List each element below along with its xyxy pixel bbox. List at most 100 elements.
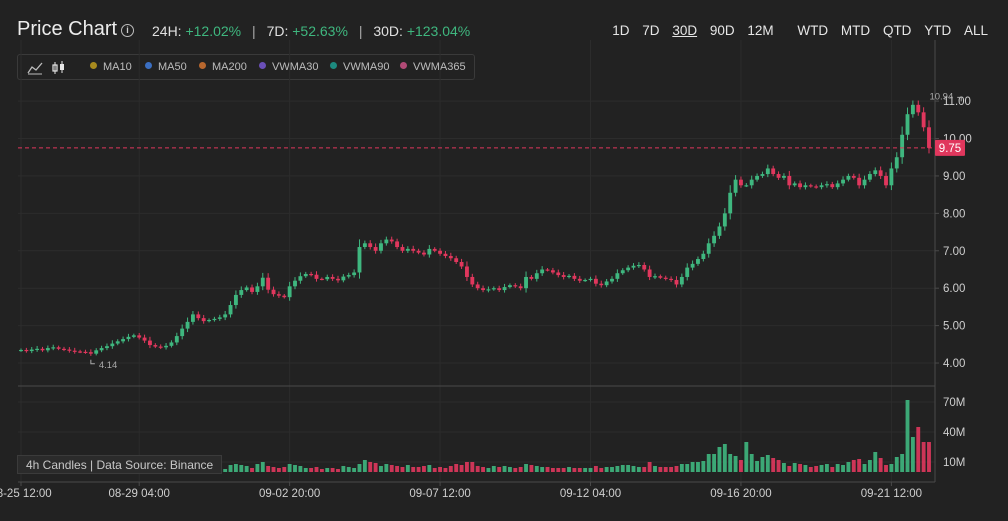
legend-ma10[interactable]: MA10 xyxy=(90,61,132,73)
range-12m-button[interactable]: 12M xyxy=(747,23,774,38)
line-chart-icon[interactable] xyxy=(27,61,43,75)
volume-bar xyxy=(916,427,921,472)
legend-ma200[interactable]: MA200 xyxy=(199,61,247,73)
candle-body xyxy=(83,351,88,354)
range-qtd-button[interactable]: QTD xyxy=(882,23,912,38)
candle-body xyxy=(878,170,883,176)
volume-bar xyxy=(384,464,389,472)
volume-bar xyxy=(319,469,324,472)
candle-body xyxy=(51,347,56,349)
high-marker-label: 10.94 xyxy=(929,91,953,102)
candle-body xyxy=(62,348,66,351)
volume-bar xyxy=(422,466,426,472)
candle-body xyxy=(808,185,813,187)
candle-body xyxy=(35,348,40,351)
candle-body xyxy=(115,341,120,344)
volume-bar xyxy=(701,461,706,472)
volume-bar xyxy=(798,464,802,472)
volume-bar xyxy=(459,465,464,472)
candle-body xyxy=(749,179,754,186)
candle-body xyxy=(24,349,29,352)
info-icon[interactable]: i xyxy=(121,24,134,37)
candle-body xyxy=(341,276,346,281)
legend-ma50-label: MA50 xyxy=(158,61,187,73)
candle-body xyxy=(443,253,448,257)
volume-bar xyxy=(910,437,915,472)
volume-bar xyxy=(696,462,700,472)
legend-ma50[interactable]: MA50 xyxy=(145,61,187,73)
legend-vwma365[interactable]: VWMA365 xyxy=(400,61,466,73)
data-source-note: 4h Candles | Data Source: Binance xyxy=(17,455,223,474)
low-marker-label: 4.14 xyxy=(99,360,118,371)
candle-body xyxy=(653,276,657,278)
volume-bar xyxy=(244,466,249,472)
volume-bar xyxy=(373,463,378,472)
volume-bar xyxy=(905,400,910,472)
legend-vwma90[interactable]: VWMA90 xyxy=(330,61,389,73)
candle-body xyxy=(475,284,480,289)
candle-body xyxy=(56,347,61,349)
candle-body xyxy=(776,174,781,178)
volume-bar xyxy=(846,462,851,472)
candle-body xyxy=(583,279,588,282)
time-tick-label: 09-07 12:00 xyxy=(409,488,470,500)
volume-bar xyxy=(470,462,475,472)
volume-bar xyxy=(733,456,738,472)
candle-body xyxy=(835,183,840,188)
candle-body xyxy=(282,295,287,298)
candle-body xyxy=(524,276,528,289)
candlestick-icon[interactable] xyxy=(51,61,67,75)
candle-body xyxy=(432,248,437,251)
range-selector: 1D 7D 30D 90D 12M WTD MTD QTD YTD ALL xyxy=(603,23,988,38)
candle-body xyxy=(905,114,910,135)
volume-bar xyxy=(379,466,383,472)
candle-body xyxy=(180,328,185,337)
candle-body xyxy=(798,183,802,188)
candle-body xyxy=(545,269,550,271)
candles xyxy=(19,100,931,356)
volume-bar xyxy=(346,467,351,472)
volume-bar xyxy=(653,466,657,472)
legend-vwma30[interactable]: VWMA30 xyxy=(259,61,318,73)
volume-bar xyxy=(814,466,819,472)
candle-body xyxy=(690,263,695,268)
candle-body xyxy=(604,281,609,286)
volume-bar xyxy=(717,447,722,472)
volume-bar xyxy=(303,468,308,472)
range-ytd-button[interactable]: YTD xyxy=(924,23,952,38)
candle-body xyxy=(250,287,254,292)
candle-body xyxy=(438,250,443,254)
candle-body xyxy=(663,277,668,279)
volume-bar xyxy=(728,454,733,472)
volume-bar xyxy=(271,467,276,472)
volume-bar xyxy=(475,466,480,472)
volume-bar xyxy=(787,466,792,472)
volume-bar xyxy=(588,468,593,472)
volume-bar xyxy=(841,465,845,472)
range-mtd-button[interactable]: MTD xyxy=(840,23,871,38)
candle-body xyxy=(212,318,217,321)
range-1d-button[interactable]: 1D xyxy=(612,23,630,38)
candle-body xyxy=(153,345,158,347)
range-all-button[interactable]: ALL xyxy=(963,23,988,38)
volume-bar xyxy=(626,465,631,472)
current-price-label: 9.75 xyxy=(939,143,961,155)
volume-bar xyxy=(561,468,566,472)
volume-bar xyxy=(432,468,437,472)
range-7d-button[interactable]: 7D xyxy=(642,23,660,38)
candle-body xyxy=(319,278,324,281)
volume-bar xyxy=(572,468,577,472)
volume-bar xyxy=(830,467,835,472)
overlay: 9.75 10.94 4.14 xyxy=(18,91,965,371)
range-30d-button[interactable]: 30D xyxy=(672,23,698,38)
range-wtd-button[interactable]: WTD xyxy=(797,23,829,38)
volume-bar xyxy=(567,467,571,472)
volume-bar xyxy=(819,465,824,472)
range-90d-button[interactable]: 90D xyxy=(709,23,735,38)
candle-body xyxy=(29,349,34,352)
price-tick-label: 8.00 xyxy=(943,208,965,220)
volume-bar xyxy=(803,465,808,472)
candle-body xyxy=(362,243,367,248)
candle-body xyxy=(636,264,641,267)
